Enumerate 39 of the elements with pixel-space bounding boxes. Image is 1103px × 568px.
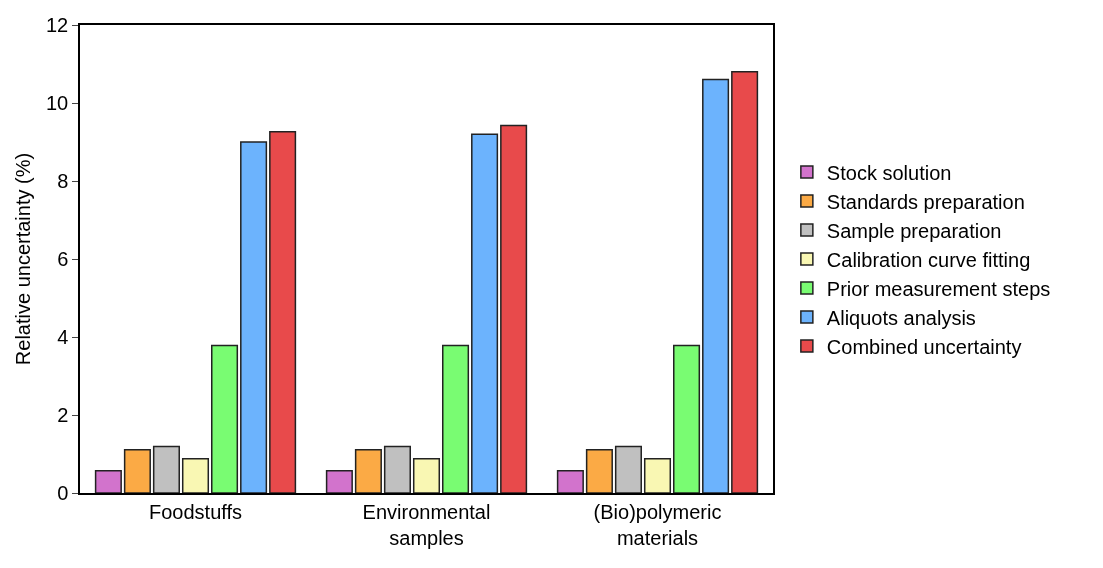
y-tick-label: 10 (46, 92, 69, 114)
bar (181, 457, 210, 493)
x-tick-label: Foodstuffs (148, 500, 243, 523)
y-tick-label: 4 (57, 326, 69, 348)
bar (643, 457, 672, 493)
bar (673, 344, 701, 493)
bar (383, 445, 411, 493)
bar (325, 470, 353, 493)
legend-label: Combined uncertainty (826, 335, 1022, 358)
bar (556, 470, 584, 493)
legend-label: Stock solution (826, 161, 952, 184)
x-tick-label: (Bio)polymeric materials (593, 500, 722, 549)
bar (94, 470, 122, 493)
y-tick-label: 6 (57, 248, 69, 270)
bar (731, 71, 759, 493)
legend-label: Aliquots analysis (826, 306, 976, 329)
y-axis-title: Relative uncertainty (%) (11, 152, 34, 366)
bar (614, 445, 642, 493)
bar (500, 124, 528, 493)
legend-label: Prior measurement steps (826, 277, 1051, 300)
bar (412, 457, 441, 493)
bar (585, 448, 613, 493)
y-tick-label: 12 (46, 14, 69, 36)
y-tick-label: 8 (57, 170, 69, 192)
bar (152, 445, 180, 493)
x-tick-label: Environmental samples (362, 500, 491, 549)
bar (240, 141, 268, 493)
legend-label: Calibration curve fitting (826, 248, 1031, 271)
y-tick-label: 0 (57, 482, 69, 504)
bar (269, 131, 297, 493)
bar (211, 344, 239, 493)
bar (442, 344, 470, 493)
bar (471, 133, 499, 493)
legend-label: Sample preparation (826, 219, 1002, 242)
bar (354, 448, 382, 493)
bar (702, 78, 730, 493)
legend-label: Standards preparation (826, 190, 1025, 213)
y-tick-label: 2 (57, 404, 69, 426)
bar (123, 448, 151, 493)
